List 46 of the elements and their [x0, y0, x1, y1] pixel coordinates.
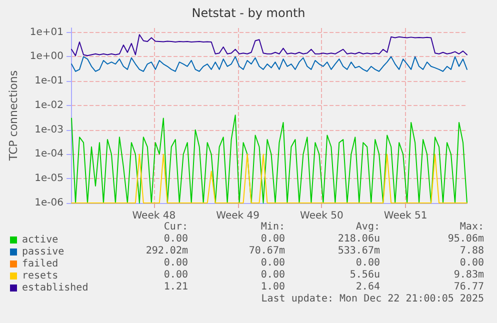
text: Max:	[460, 222, 484, 232]
text: 0.00	[164, 258, 188, 268]
text: 70.67m	[248, 246, 285, 256]
text: 5.56u	[350, 270, 380, 280]
x-tick-label: Week 49	[216, 210, 260, 222]
text: 218.06u	[338, 234, 380, 244]
text: 0.00	[460, 258, 484, 268]
y-tick-label: 1e-01	[34, 76, 64, 87]
legend-label: resets	[22, 270, 58, 282]
y-tick-label: 1e-06	[34, 198, 64, 208]
text: 0.00	[356, 258, 380, 268]
text: 7.88	[460, 246, 484, 256]
line-series	[71, 34, 468, 56]
x-tick-label: Week 48	[132, 210, 176, 222]
y-tick-label: 1e-05	[34, 173, 64, 184]
y-tick-label: 1e-04	[34, 148, 64, 160]
legend-label: failed	[22, 258, 58, 270]
y-tick-label: 1e-03	[34, 124, 64, 136]
text: 0.00	[164, 270, 188, 280]
text: 2.64	[356, 282, 380, 292]
legend-label: active	[22, 234, 58, 246]
text: 0.00	[164, 234, 188, 244]
y-tick-label: 1e-02	[34, 100, 64, 111]
line-series	[71, 56, 468, 72]
y-axis-title: TCP connections	[7, 70, 20, 162]
text: 0.00	[260, 258, 285, 268]
text: Avg:	[356, 222, 380, 232]
x-tick-label: Week 50	[300, 210, 344, 222]
text: 95.06m	[448, 234, 484, 244]
text: Cur:	[164, 222, 188, 232]
y-tick-label: 1e+00	[30, 51, 64, 62]
text: 1.21	[164, 282, 188, 292]
text: 533.67m	[338, 246, 380, 256]
text: 292.02m	[146, 246, 188, 256]
text: 0.00	[260, 234, 285, 244]
text: 76.77	[454, 282, 484, 292]
y-tick-label: 1e+01	[30, 26, 64, 38]
text: 0.00	[260, 270, 285, 280]
text: Min:	[260, 222, 285, 232]
text: 1.00	[260, 282, 285, 292]
x-tick-label: Week 51	[384, 210, 428, 222]
legend-label: established	[22, 282, 88, 294]
legend-label: passive	[22, 246, 64, 258]
text: 9.83m	[454, 270, 484, 280]
text: Last update: Mon Dec 22 21:00:05 2025	[261, 294, 484, 304]
chart-title: Netstat - by month	[192, 6, 306, 20]
